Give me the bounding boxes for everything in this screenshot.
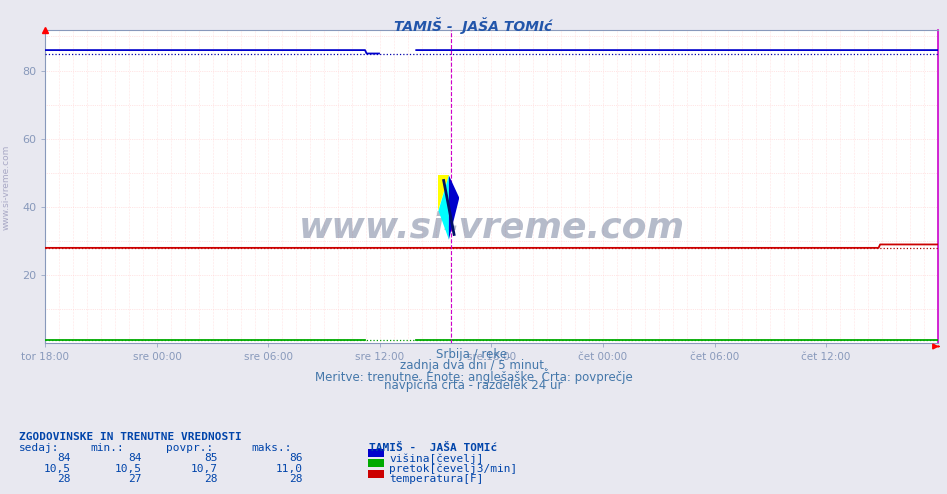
Text: min.:: min.: — [90, 443, 124, 453]
Text: 27: 27 — [129, 474, 142, 484]
Text: ZGODOVINSKE IN TRENUTNE VREDNOSTI: ZGODOVINSKE IN TRENUTNE VREDNOSTI — [19, 432, 241, 442]
Text: 28: 28 — [205, 474, 218, 484]
Text: maks.:: maks.: — [251, 443, 292, 453]
Text: višina[čevelj]: višina[čevelj] — [389, 453, 484, 464]
Text: 85: 85 — [205, 453, 218, 463]
Text: pretok[čevelj3/min]: pretok[čevelj3/min] — [389, 464, 517, 474]
Text: 10,5: 10,5 — [44, 464, 71, 474]
Text: 28: 28 — [58, 474, 71, 484]
Text: temperatura[F]: temperatura[F] — [389, 474, 484, 484]
Text: www.si-vreme.com: www.si-vreme.com — [1, 145, 10, 230]
Text: zadnja dva dni / 5 minut.: zadnja dva dni / 5 minut. — [400, 359, 547, 371]
Text: 10,5: 10,5 — [115, 464, 142, 474]
Polygon shape — [449, 175, 459, 240]
Text: 84: 84 — [58, 453, 71, 463]
Text: 11,0: 11,0 — [276, 464, 303, 474]
Text: 10,7: 10,7 — [190, 464, 218, 474]
Polygon shape — [438, 175, 449, 240]
Text: Srbija / reke.: Srbija / reke. — [436, 348, 511, 361]
Text: 28: 28 — [290, 474, 303, 484]
Text: povpr.:: povpr.: — [166, 443, 213, 453]
Text: Meritve: trenutne  Enote: anglešaške  Črta: povprečje: Meritve: trenutne Enote: anglešaške Črta… — [314, 369, 633, 384]
Text: sedaj:: sedaj: — [19, 443, 60, 453]
Text: 84: 84 — [129, 453, 142, 463]
Text: TAMIŠ -  JAŠA TOMIć: TAMIŠ - JAŠA TOMIć — [369, 443, 497, 453]
Polygon shape — [438, 175, 449, 211]
Text: navpična črta - razdelek 24 ur: navpična črta - razdelek 24 ur — [384, 379, 563, 392]
Text: 86: 86 — [290, 453, 303, 463]
Text: TAMIŠ -  JAŠA TOMIć: TAMIŠ - JAŠA TOMIć — [394, 17, 553, 34]
Text: www.si-vreme.com: www.si-vreme.com — [298, 210, 685, 244]
